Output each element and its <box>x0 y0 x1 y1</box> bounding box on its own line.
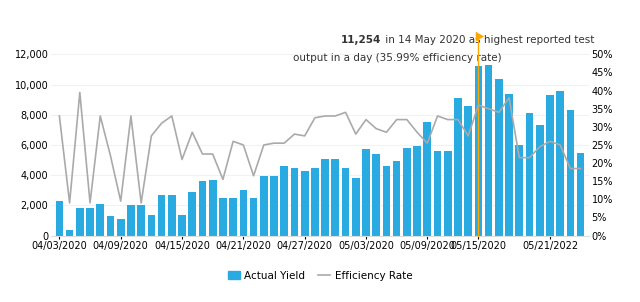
Bar <box>66 230 74 236</box>
Bar <box>413 146 421 236</box>
Bar <box>280 166 288 236</box>
Bar <box>168 195 175 236</box>
Bar <box>383 166 390 236</box>
Bar <box>465 106 472 236</box>
Bar <box>270 176 278 236</box>
Bar <box>505 94 513 236</box>
Bar <box>86 208 94 236</box>
Bar <box>127 205 135 236</box>
Bar <box>536 125 543 236</box>
Bar <box>148 215 155 236</box>
Text: 11,254: 11,254 <box>341 35 381 45</box>
Bar <box>301 171 308 236</box>
Bar <box>239 190 247 236</box>
Legend: Actual Yield, Efficiency Rate: Actual Yield, Efficiency Rate <box>223 266 417 285</box>
Bar <box>138 205 145 236</box>
Bar <box>188 192 196 236</box>
Bar <box>311 169 319 236</box>
Bar <box>444 151 452 236</box>
Bar <box>229 198 237 236</box>
Bar <box>556 91 564 236</box>
Bar <box>525 113 533 236</box>
Bar <box>434 151 442 236</box>
Bar <box>117 219 125 236</box>
Bar <box>424 122 431 236</box>
Bar <box>178 215 186 236</box>
Bar <box>342 168 349 236</box>
Bar <box>485 65 492 236</box>
Text: output in a day (35.99% efficiency rate): output in a day (35.99% efficiency rate) <box>294 53 502 63</box>
Bar <box>403 148 411 236</box>
Bar <box>546 95 554 236</box>
Bar <box>219 198 227 236</box>
Bar <box>107 216 115 236</box>
Bar <box>362 149 370 236</box>
Bar <box>250 198 257 236</box>
Bar <box>76 208 84 236</box>
Bar <box>577 153 584 236</box>
Bar <box>198 181 206 236</box>
Bar <box>209 180 216 236</box>
Bar <box>291 168 298 236</box>
Bar <box>260 176 268 236</box>
Bar <box>566 110 574 236</box>
Bar <box>97 204 104 236</box>
Bar <box>332 159 339 236</box>
Bar <box>475 66 483 236</box>
Bar <box>495 79 502 236</box>
Text: in 14 May 2020 as highest reported test: in 14 May 2020 as highest reported test <box>381 35 594 45</box>
Bar <box>393 161 401 236</box>
Bar <box>515 145 523 236</box>
Bar <box>56 201 63 236</box>
Bar <box>372 154 380 236</box>
Bar <box>352 178 360 236</box>
Bar <box>454 98 462 236</box>
Bar <box>321 159 329 236</box>
Bar <box>157 195 165 236</box>
